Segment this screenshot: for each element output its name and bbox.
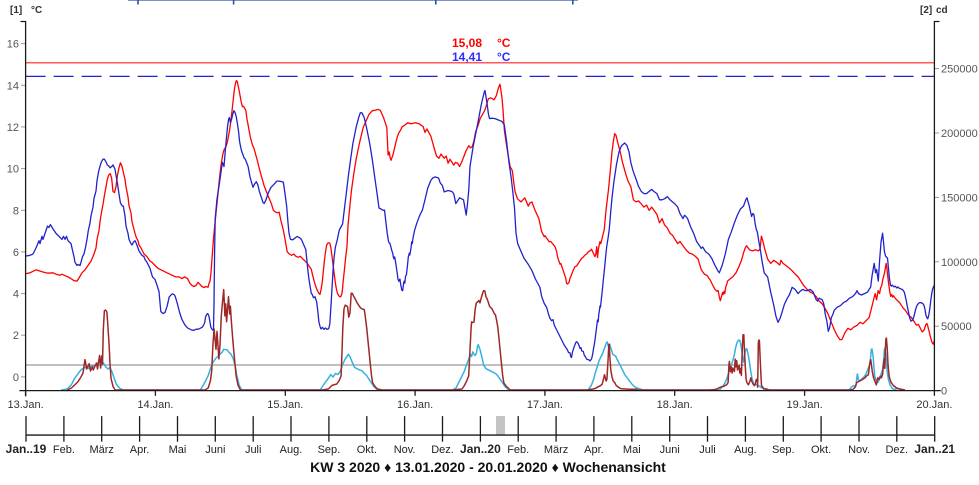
svg-text:Nov.: Nov. xyxy=(848,444,870,456)
svg-text:[1]: [1] xyxy=(10,5,22,16)
svg-text:6: 6 xyxy=(13,247,19,259)
svg-text:Jan..21: Jan..21 xyxy=(914,442,955,456)
svg-text:Dez.: Dez. xyxy=(431,444,454,456)
svg-text:Jan..19: Jan..19 xyxy=(6,442,47,456)
svg-text:Juli: Juli xyxy=(245,444,262,456)
svg-text:Juni: Juni xyxy=(660,444,680,456)
svg-text:8: 8 xyxy=(13,205,19,217)
svg-text:14,41: 14,41 xyxy=(452,50,482,64)
svg-text:0: 0 xyxy=(13,372,19,384)
svg-text:12: 12 xyxy=(7,122,19,134)
svg-text:Sep.: Sep. xyxy=(318,444,341,456)
svg-text:Feb.: Feb. xyxy=(507,444,529,456)
svg-text:cd: cd xyxy=(936,5,948,16)
svg-text:14.Jan.: 14.Jan. xyxy=(137,399,173,411)
svg-text:14: 14 xyxy=(7,80,19,92)
svg-text:Jan..20: Jan..20 xyxy=(460,442,501,456)
svg-text:°C: °C xyxy=(497,50,511,64)
svg-text:[2]: [2] xyxy=(920,5,932,16)
svg-text:16: 16 xyxy=(7,39,19,51)
svg-text:Dez.: Dez. xyxy=(885,444,908,456)
svg-text:17.Jan.: 17.Jan. xyxy=(527,399,563,411)
svg-text:4: 4 xyxy=(13,289,19,301)
svg-text:Aug.: Aug. xyxy=(280,444,303,456)
svg-text:13.Jan.: 13.Jan. xyxy=(8,399,44,411)
svg-text:15,08: 15,08 xyxy=(452,36,482,50)
svg-text:Apr.: Apr. xyxy=(130,444,150,456)
svg-text:März: März xyxy=(544,444,568,456)
svg-text:15.Jan.: 15.Jan. xyxy=(267,399,303,411)
svg-text:Okt.: Okt. xyxy=(811,444,831,456)
svg-text:150000: 150000 xyxy=(941,192,978,204)
svg-text:Feb.: Feb. xyxy=(53,444,75,456)
svg-text:10: 10 xyxy=(7,164,19,176)
svg-text:°C: °C xyxy=(31,5,42,16)
svg-text:Aug.: Aug. xyxy=(734,444,757,456)
svg-text:Juli: Juli xyxy=(699,444,716,456)
svg-text:19.Jan.: 19.Jan. xyxy=(787,399,823,411)
svg-text:Apr.: Apr. xyxy=(584,444,604,456)
svg-text:Mai: Mai xyxy=(623,444,641,456)
svg-text:18.Jan.: 18.Jan. xyxy=(657,399,693,411)
svg-text:16.Jan.: 16.Jan. xyxy=(397,399,433,411)
svg-text:2: 2 xyxy=(13,330,19,342)
svg-text:März: März xyxy=(89,444,113,456)
svg-text:250000: 250000 xyxy=(941,64,978,76)
svg-text:50000: 50000 xyxy=(941,321,972,333)
svg-text:KW 3 2020 ♦ 13.01.2020 - 20.01: KW 3 2020 ♦ 13.01.2020 - 20.01.2020 ♦ Wo… xyxy=(310,459,666,475)
svg-text:200000: 200000 xyxy=(941,128,978,140)
svg-text:Juni: Juni xyxy=(205,444,225,456)
svg-text:20.Jan.: 20.Jan. xyxy=(916,399,952,411)
svg-text:Mai: Mai xyxy=(169,444,187,456)
svg-text:Sep.: Sep. xyxy=(772,444,795,456)
svg-text:°C: °C xyxy=(497,36,511,50)
svg-text:Nov.: Nov. xyxy=(394,444,416,456)
svg-text:0: 0 xyxy=(941,386,947,398)
svg-text:Okt.: Okt. xyxy=(357,444,377,456)
svg-text:100000: 100000 xyxy=(941,257,978,269)
